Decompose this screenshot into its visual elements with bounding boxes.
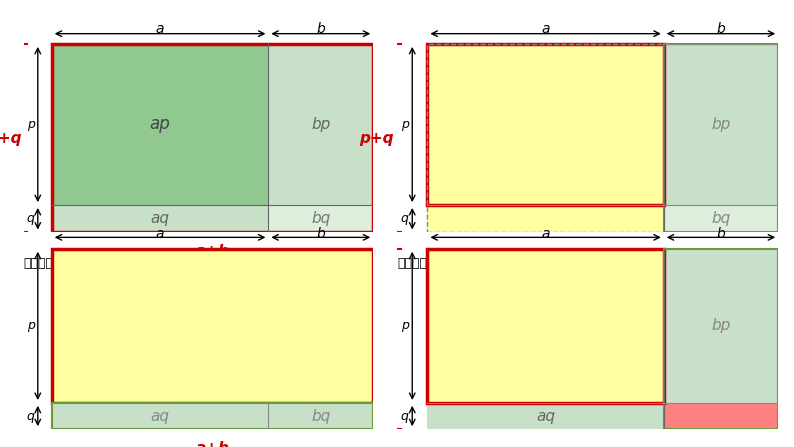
FancyBboxPatch shape bbox=[268, 44, 373, 205]
FancyBboxPatch shape bbox=[664, 44, 778, 205]
Bar bbox=[427, 44, 664, 205]
Text: p: p bbox=[27, 118, 35, 131]
FancyBboxPatch shape bbox=[427, 403, 664, 429]
FancyBboxPatch shape bbox=[427, 205, 664, 232]
Bar bbox=[52, 403, 373, 429]
Text: b: b bbox=[716, 227, 726, 241]
FancyBboxPatch shape bbox=[427, 44, 664, 205]
Bar bbox=[664, 249, 778, 429]
Text: a: a bbox=[156, 21, 164, 35]
Text: bp: bp bbox=[711, 318, 730, 333]
Text: a: a bbox=[542, 21, 550, 35]
Text: q: q bbox=[401, 409, 409, 422]
Text: bp: bp bbox=[311, 117, 330, 132]
Text: a+b: a+b bbox=[152, 250, 179, 263]
Text: aq: aq bbox=[536, 409, 555, 423]
Text: aq: aq bbox=[151, 211, 170, 226]
Bar bbox=[664, 44, 778, 232]
Text: p+q: p+q bbox=[0, 131, 22, 146]
FancyBboxPatch shape bbox=[427, 249, 664, 403]
Text: bp: bp bbox=[711, 117, 730, 132]
Text: p+q: p+q bbox=[359, 131, 393, 146]
Text: 扩大后的绿地面积为：: 扩大后的绿地面积为： bbox=[397, 257, 472, 270]
Text: bq: bq bbox=[311, 409, 330, 423]
Text: b: b bbox=[316, 227, 326, 241]
Text: 扩大后的绿地面积为：: 扩大后的绿地面积为： bbox=[24, 257, 98, 270]
Text: bq: bq bbox=[311, 211, 330, 226]
Text: p: p bbox=[401, 118, 409, 131]
FancyBboxPatch shape bbox=[664, 205, 778, 232]
Bar bbox=[427, 249, 664, 403]
Text: p: p bbox=[27, 319, 35, 333]
Text: q: q bbox=[27, 409, 35, 422]
FancyBboxPatch shape bbox=[52, 403, 373, 429]
FancyBboxPatch shape bbox=[268, 205, 373, 232]
FancyBboxPatch shape bbox=[664, 249, 778, 403]
Text: （a+b）: （a+b） bbox=[156, 257, 198, 270]
FancyBboxPatch shape bbox=[52, 249, 373, 403]
Text: b: b bbox=[716, 21, 726, 35]
Text: a+b: a+b bbox=[195, 244, 229, 259]
Text: a: a bbox=[156, 227, 164, 241]
Text: p: p bbox=[401, 319, 409, 333]
Text: ap: ap bbox=[150, 115, 171, 134]
FancyBboxPatch shape bbox=[52, 44, 268, 205]
Text: （p+q）: （p+q） bbox=[226, 257, 268, 270]
Text: b: b bbox=[316, 21, 326, 35]
Text: a: a bbox=[542, 227, 550, 241]
Text: a+b: a+b bbox=[195, 441, 229, 447]
Text: a（p+q）+b（p+q）: a（p+q）+b（p+q） bbox=[542, 257, 657, 270]
FancyBboxPatch shape bbox=[664, 403, 778, 429]
Text: aq: aq bbox=[151, 409, 170, 423]
Text: bq: bq bbox=[711, 211, 730, 226]
Text: q: q bbox=[401, 212, 409, 225]
FancyBboxPatch shape bbox=[52, 205, 268, 232]
Text: q: q bbox=[27, 212, 35, 225]
Bar bbox=[52, 249, 373, 403]
